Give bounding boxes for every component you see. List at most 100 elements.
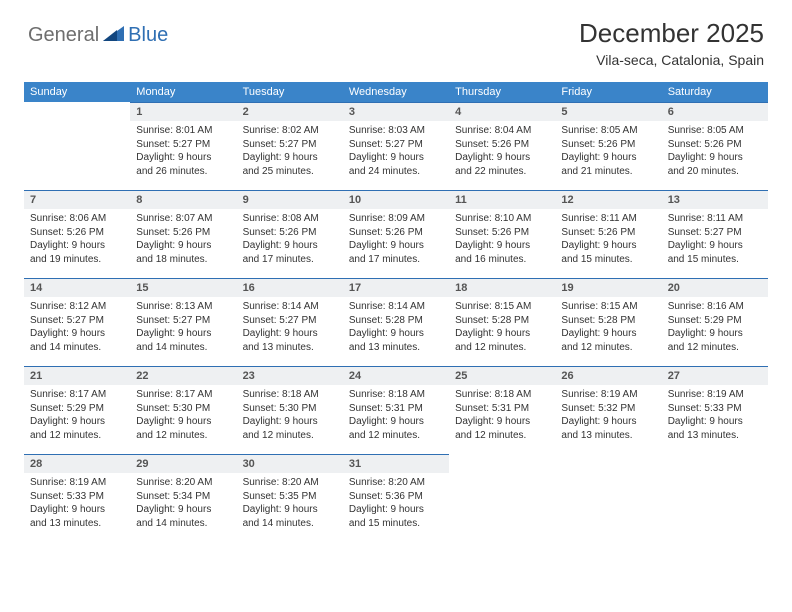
calendar-head: SundayMondayTuesdayWednesdayThursdayFrid…	[24, 82, 768, 102]
day-number: 22	[130, 366, 236, 385]
logo-word-1: General	[28, 24, 99, 47]
calendar-table: SundayMondayTuesdayWednesdayThursdayFrid…	[24, 82, 768, 542]
calendar-cell: 7Sunrise: 8:06 AMSunset: 5:26 PMDaylight…	[24, 190, 130, 278]
day-detail: Sunrise: 8:16 AMSunset: 5:29 PMDaylight:…	[662, 297, 768, 360]
day-number: 19	[555, 278, 661, 297]
day-detail: Sunrise: 8:15 AMSunset: 5:28 PMDaylight:…	[555, 297, 661, 360]
day-number: 1	[130, 102, 236, 121]
day-detail: Sunrise: 8:03 AMSunset: 5:27 PMDaylight:…	[343, 121, 449, 184]
day-number: 28	[24, 454, 130, 473]
calendar-row: 7Sunrise: 8:06 AMSunset: 5:26 PMDaylight…	[24, 190, 768, 278]
day-detail: Sunrise: 8:13 AMSunset: 5:27 PMDaylight:…	[130, 297, 236, 360]
calendar-row: 1Sunrise: 8:01 AMSunset: 5:27 PMDaylight…	[24, 102, 768, 190]
calendar-cell: 2Sunrise: 8:02 AMSunset: 5:27 PMDaylight…	[237, 102, 343, 190]
day-number: 21	[24, 366, 130, 385]
day-detail: Sunrise: 8:05 AMSunset: 5:26 PMDaylight:…	[662, 121, 768, 184]
calendar-cell: 24Sunrise: 8:18 AMSunset: 5:31 PMDayligh…	[343, 366, 449, 454]
day-header-row: SundayMondayTuesdayWednesdayThursdayFrid…	[24, 82, 768, 102]
day-number: 16	[237, 278, 343, 297]
calendar-row: 28Sunrise: 8:19 AMSunset: 5:33 PMDayligh…	[24, 454, 768, 542]
day-number: 26	[555, 366, 661, 385]
day-number: 11	[449, 190, 555, 209]
day-number: 18	[449, 278, 555, 297]
day-detail: Sunrise: 8:18 AMSunset: 5:30 PMDaylight:…	[237, 385, 343, 448]
day-detail: Sunrise: 8:20 AMSunset: 5:36 PMDaylight:…	[343, 473, 449, 536]
day-header: Saturday	[662, 82, 768, 102]
calendar-cell: 30Sunrise: 8:20 AMSunset: 5:35 PMDayligh…	[237, 454, 343, 542]
day-detail: Sunrise: 8:17 AMSunset: 5:29 PMDaylight:…	[24, 385, 130, 448]
day-detail: Sunrise: 8:08 AMSunset: 5:26 PMDaylight:…	[237, 209, 343, 272]
day-detail: Sunrise: 8:07 AMSunset: 5:26 PMDaylight:…	[130, 209, 236, 272]
calendar-cell: 15Sunrise: 8:13 AMSunset: 5:27 PMDayligh…	[130, 278, 236, 366]
day-detail: Sunrise: 8:19 AMSunset: 5:32 PMDaylight:…	[555, 385, 661, 448]
calendar-cell: 31Sunrise: 8:20 AMSunset: 5:36 PMDayligh…	[343, 454, 449, 542]
day-number: 12	[555, 190, 661, 209]
calendar-cell	[24, 102, 130, 190]
day-detail: Sunrise: 8:20 AMSunset: 5:34 PMDaylight:…	[130, 473, 236, 536]
calendar-cell: 5Sunrise: 8:05 AMSunset: 5:26 PMDaylight…	[555, 102, 661, 190]
calendar-cell: 12Sunrise: 8:11 AMSunset: 5:26 PMDayligh…	[555, 190, 661, 278]
day-number: 8	[130, 190, 236, 209]
calendar-cell	[449, 454, 555, 542]
day-header: Friday	[555, 82, 661, 102]
day-header: Wednesday	[343, 82, 449, 102]
calendar-cell: 6Sunrise: 8:05 AMSunset: 5:26 PMDaylight…	[662, 102, 768, 190]
day-detail: Sunrise: 8:06 AMSunset: 5:26 PMDaylight:…	[24, 209, 130, 272]
logo-triangle-icon	[103, 24, 125, 47]
calendar-cell: 3Sunrise: 8:03 AMSunset: 5:27 PMDaylight…	[343, 102, 449, 190]
calendar-cell: 14Sunrise: 8:12 AMSunset: 5:27 PMDayligh…	[24, 278, 130, 366]
calendar-cell: 20Sunrise: 8:16 AMSunset: 5:29 PMDayligh…	[662, 278, 768, 366]
day-detail: Sunrise: 8:12 AMSunset: 5:27 PMDaylight:…	[24, 297, 130, 360]
day-number: 14	[24, 278, 130, 297]
calendar-cell: 13Sunrise: 8:11 AMSunset: 5:27 PMDayligh…	[662, 190, 768, 278]
title-block: December 2025 Vila-seca, Catalonia, Spai…	[579, 18, 764, 68]
calendar-cell: 26Sunrise: 8:19 AMSunset: 5:32 PMDayligh…	[555, 366, 661, 454]
calendar-row: 21Sunrise: 8:17 AMSunset: 5:29 PMDayligh…	[24, 366, 768, 454]
day-number: 5	[555, 102, 661, 121]
page-title: December 2025	[579, 18, 764, 49]
day-number: 6	[662, 102, 768, 121]
day-number: 25	[449, 366, 555, 385]
day-number: 15	[130, 278, 236, 297]
day-number: 31	[343, 454, 449, 473]
calendar-cell: 23Sunrise: 8:18 AMSunset: 5:30 PMDayligh…	[237, 366, 343, 454]
day-number: 4	[449, 102, 555, 121]
day-detail: Sunrise: 8:11 AMSunset: 5:27 PMDaylight:…	[662, 209, 768, 272]
day-number: 20	[662, 278, 768, 297]
day-header: Thursday	[449, 82, 555, 102]
day-detail: Sunrise: 8:10 AMSunset: 5:26 PMDaylight:…	[449, 209, 555, 272]
calendar-cell: 18Sunrise: 8:15 AMSunset: 5:28 PMDayligh…	[449, 278, 555, 366]
calendar-cell: 22Sunrise: 8:17 AMSunset: 5:30 PMDayligh…	[130, 366, 236, 454]
calendar-cell: 25Sunrise: 8:18 AMSunset: 5:31 PMDayligh…	[449, 366, 555, 454]
logo: General Blue	[28, 18, 168, 47]
calendar-cell: 9Sunrise: 8:08 AMSunset: 5:26 PMDaylight…	[237, 190, 343, 278]
calendar-cell: 27Sunrise: 8:19 AMSunset: 5:33 PMDayligh…	[662, 366, 768, 454]
header: General Blue December 2025 Vila-seca, Ca…	[0, 0, 792, 74]
day-number: 13	[662, 190, 768, 209]
calendar-cell: 17Sunrise: 8:14 AMSunset: 5:28 PMDayligh…	[343, 278, 449, 366]
day-detail: Sunrise: 8:02 AMSunset: 5:27 PMDaylight:…	[237, 121, 343, 184]
day-detail: Sunrise: 8:14 AMSunset: 5:27 PMDaylight:…	[237, 297, 343, 360]
day-number: 7	[24, 190, 130, 209]
calendar-cell: 1Sunrise: 8:01 AMSunset: 5:27 PMDaylight…	[130, 102, 236, 190]
day-detail: Sunrise: 8:19 AMSunset: 5:33 PMDaylight:…	[662, 385, 768, 448]
calendar-cell: 16Sunrise: 8:14 AMSunset: 5:27 PMDayligh…	[237, 278, 343, 366]
day-detail: Sunrise: 8:15 AMSunset: 5:28 PMDaylight:…	[449, 297, 555, 360]
calendar-cell: 19Sunrise: 8:15 AMSunset: 5:28 PMDayligh…	[555, 278, 661, 366]
day-header: Tuesday	[237, 82, 343, 102]
day-number: 30	[237, 454, 343, 473]
calendar-cell: 29Sunrise: 8:20 AMSunset: 5:34 PMDayligh…	[130, 454, 236, 542]
calendar-cell: 11Sunrise: 8:10 AMSunset: 5:26 PMDayligh…	[449, 190, 555, 278]
day-number: 24	[343, 366, 449, 385]
calendar-cell	[662, 454, 768, 542]
day-number: 10	[343, 190, 449, 209]
day-detail: Sunrise: 8:11 AMSunset: 5:26 PMDaylight:…	[555, 209, 661, 272]
day-detail: Sunrise: 8:05 AMSunset: 5:26 PMDaylight:…	[555, 121, 661, 184]
day-number: 23	[237, 366, 343, 385]
day-header: Monday	[130, 82, 236, 102]
day-number: 9	[237, 190, 343, 209]
day-number: 2	[237, 102, 343, 121]
day-detail: Sunrise: 8:04 AMSunset: 5:26 PMDaylight:…	[449, 121, 555, 184]
day-detail: Sunrise: 8:09 AMSunset: 5:26 PMDaylight:…	[343, 209, 449, 272]
day-detail: Sunrise: 8:14 AMSunset: 5:28 PMDaylight:…	[343, 297, 449, 360]
